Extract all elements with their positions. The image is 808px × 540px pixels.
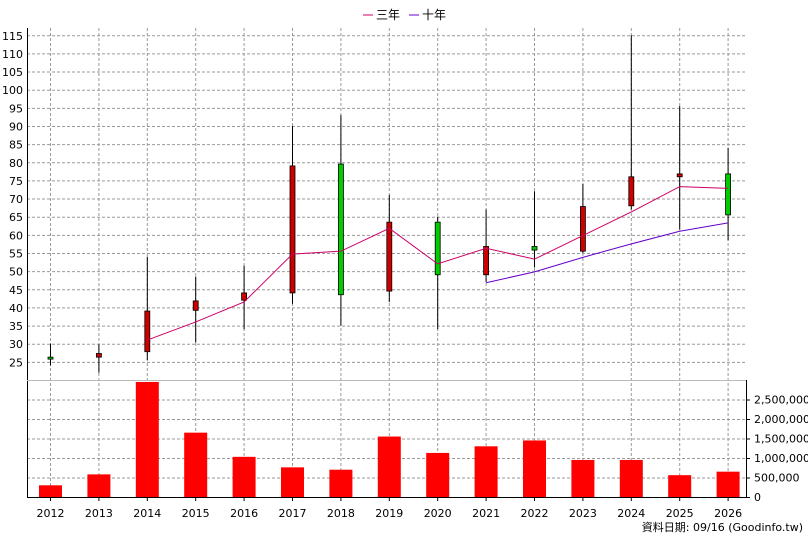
price-grid xyxy=(27,28,746,497)
x-tick-label: 2021 xyxy=(472,507,500,520)
price-tick-label: 30 xyxy=(9,338,23,351)
candle-body xyxy=(192,300,199,311)
x-tick-label: 2019 xyxy=(375,507,403,520)
x-axis: 2012 2013 2014 2015 2016 2017 2018 2019 2020 2021… xyxy=(37,497,742,520)
candle-body xyxy=(725,173,731,216)
candle-body xyxy=(434,221,441,276)
legend: 三年 十年 xyxy=(363,8,446,22)
volume-axis: 0 500,000 1,000,000 1,500,000 2,000,000 2,500… xyxy=(746,394,808,504)
price-tick-label: 55 xyxy=(9,247,23,260)
candle-body xyxy=(47,356,54,360)
volume-bar xyxy=(281,467,304,497)
legend-label-three-year: 三年 xyxy=(376,8,400,22)
price-tick-label: 70 xyxy=(9,193,23,206)
candle-body xyxy=(483,246,490,276)
price-tick-label: 25 xyxy=(9,356,23,369)
candle-body xyxy=(144,310,151,353)
volume-bars xyxy=(39,381,740,497)
x-tick-label: 2024 xyxy=(617,507,645,520)
price-tick-label: 90 xyxy=(9,120,23,133)
volume-tick-label: 2,000,000 xyxy=(754,413,808,426)
candle-body xyxy=(531,246,538,251)
source-footer: 資料日期: 09/16 (Goodinfo.tw) xyxy=(642,520,803,534)
price-axis: 25 30 35 40 45 50 55 60 65 70 75 80 85 90 95 100 105 110 1… xyxy=(2,30,23,370)
x-tick-label: 2017 xyxy=(279,507,307,520)
volume-bar xyxy=(716,471,740,497)
price-tick-label: 75 xyxy=(9,175,23,188)
plot-frame xyxy=(27,28,747,498)
volume-tick-label: 1,000,000 xyxy=(754,452,808,465)
candlesticks xyxy=(47,35,731,373)
candle-body xyxy=(337,163,344,296)
ma-line xyxy=(485,222,729,284)
volume-bar xyxy=(87,474,111,497)
price-tick-label: 85 xyxy=(9,139,23,152)
price-tick-label: 110 xyxy=(2,48,23,61)
volume-bar xyxy=(135,381,159,497)
volume-bar xyxy=(619,459,643,497)
volume-tick-label: 500,000 xyxy=(754,472,800,485)
x-tick-label: 2023 xyxy=(569,507,597,520)
price-tick-label: 105 xyxy=(2,66,23,79)
price-tick-label: 35 xyxy=(9,320,23,333)
volume-bar xyxy=(329,469,353,497)
price-tick-label: 115 xyxy=(2,30,23,43)
x-tick-label: 2015 xyxy=(182,507,210,520)
volume-bar xyxy=(571,459,595,497)
volume-bar xyxy=(232,456,256,497)
legend-label-ten-year: 十年 xyxy=(422,8,446,22)
candle-body xyxy=(96,353,102,358)
x-tick-label: 2025 xyxy=(666,507,694,520)
price-tick-label: 60 xyxy=(9,229,23,242)
x-tick-label: 2012 xyxy=(37,507,65,520)
candle-body xyxy=(580,206,586,252)
candle-body xyxy=(676,173,683,178)
candle-body xyxy=(241,292,248,301)
ma-line xyxy=(147,186,729,341)
price-tick-label: 80 xyxy=(9,157,23,170)
candle-body xyxy=(386,221,393,292)
price-tick-label: 65 xyxy=(9,211,23,224)
price-tick-label: 50 xyxy=(9,266,23,279)
price-tick-label: 40 xyxy=(9,302,23,315)
volume-bar xyxy=(426,452,450,497)
moving-average-lines xyxy=(147,186,729,341)
volume-bar xyxy=(474,446,498,497)
volume-tick-label: 0 xyxy=(754,491,761,504)
volume-bar xyxy=(523,440,546,497)
volume-bar xyxy=(377,436,401,497)
x-tick-label: 2020 xyxy=(424,507,452,520)
x-tick-label: 2016 xyxy=(230,507,258,520)
x-tick-label: 2018 xyxy=(327,507,355,520)
x-tick-label: 2013 xyxy=(85,507,113,520)
x-tick-label: 2014 xyxy=(133,507,161,520)
price-tick-label: 100 xyxy=(2,84,23,97)
volume-bar xyxy=(184,432,208,497)
price-tick-label: 45 xyxy=(9,284,23,297)
x-tick-label: 2022 xyxy=(521,507,549,520)
volume-bar xyxy=(668,475,692,497)
volume-tick-label: 2,500,000 xyxy=(754,394,808,407)
volume-bar xyxy=(39,485,62,497)
volume-tick-label: 1,500,000 xyxy=(754,433,808,446)
candle-body xyxy=(289,165,296,294)
candle-body xyxy=(628,176,635,207)
price-tick-label: 95 xyxy=(9,102,23,115)
x-tick-label: 2026 xyxy=(714,507,742,520)
